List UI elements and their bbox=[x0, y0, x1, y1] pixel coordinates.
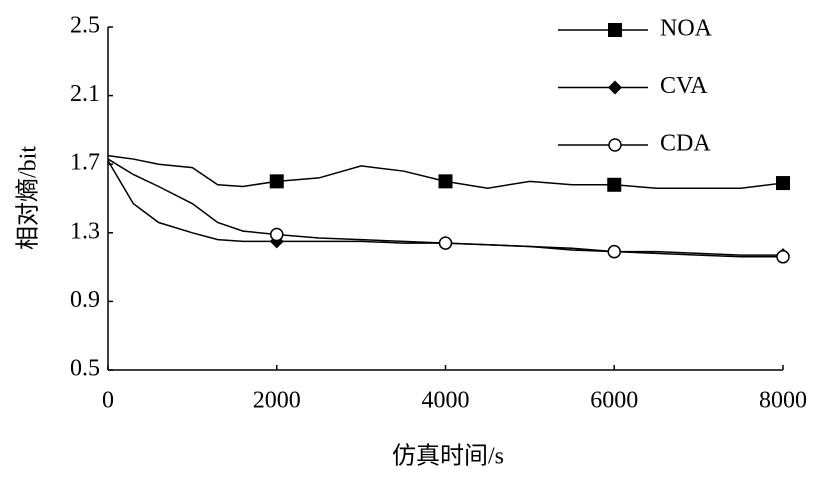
marker bbox=[608, 80, 622, 95]
series-line bbox=[107, 158, 783, 258]
legend-label: CDA bbox=[660, 131, 711, 157]
legend-label: CVA bbox=[660, 73, 708, 99]
marker bbox=[438, 236, 453, 250]
marker bbox=[438, 174, 453, 189]
x-tick-label: 0 bbox=[102, 388, 114, 414]
marker bbox=[608, 138, 622, 152]
marker bbox=[608, 23, 622, 37]
marker bbox=[270, 227, 284, 242]
marker bbox=[269, 174, 284, 189]
y-tick-label: 1.3 bbox=[70, 218, 100, 244]
x-axis-label: 仿真时间/s bbox=[392, 443, 504, 470]
y-tick-label: 2.1 bbox=[70, 81, 100, 107]
y-tick-label: 0.9 bbox=[70, 287, 100, 313]
y-tick-label: 1.7 bbox=[70, 150, 100, 176]
x-tick-label: 4000 bbox=[422, 388, 470, 414]
series-line bbox=[107, 160, 783, 256]
marker bbox=[776, 250, 790, 264]
x-tick-label: 2000 bbox=[253, 388, 301, 414]
marker bbox=[776, 176, 790, 191]
y-tick-label: 2.5 bbox=[70, 13, 100, 39]
marker bbox=[607, 244, 621, 259]
legend-label: NOA bbox=[660, 16, 713, 42]
marker bbox=[607, 177, 622, 192]
y-tick-label: 0.5 bbox=[70, 356, 100, 382]
x-tick-label: 6000 bbox=[590, 388, 638, 414]
series-line bbox=[107, 154, 784, 189]
y-axis-label: 相对熵/bit bbox=[15, 146, 42, 250]
x-tick-label: 8000 bbox=[759, 388, 807, 414]
